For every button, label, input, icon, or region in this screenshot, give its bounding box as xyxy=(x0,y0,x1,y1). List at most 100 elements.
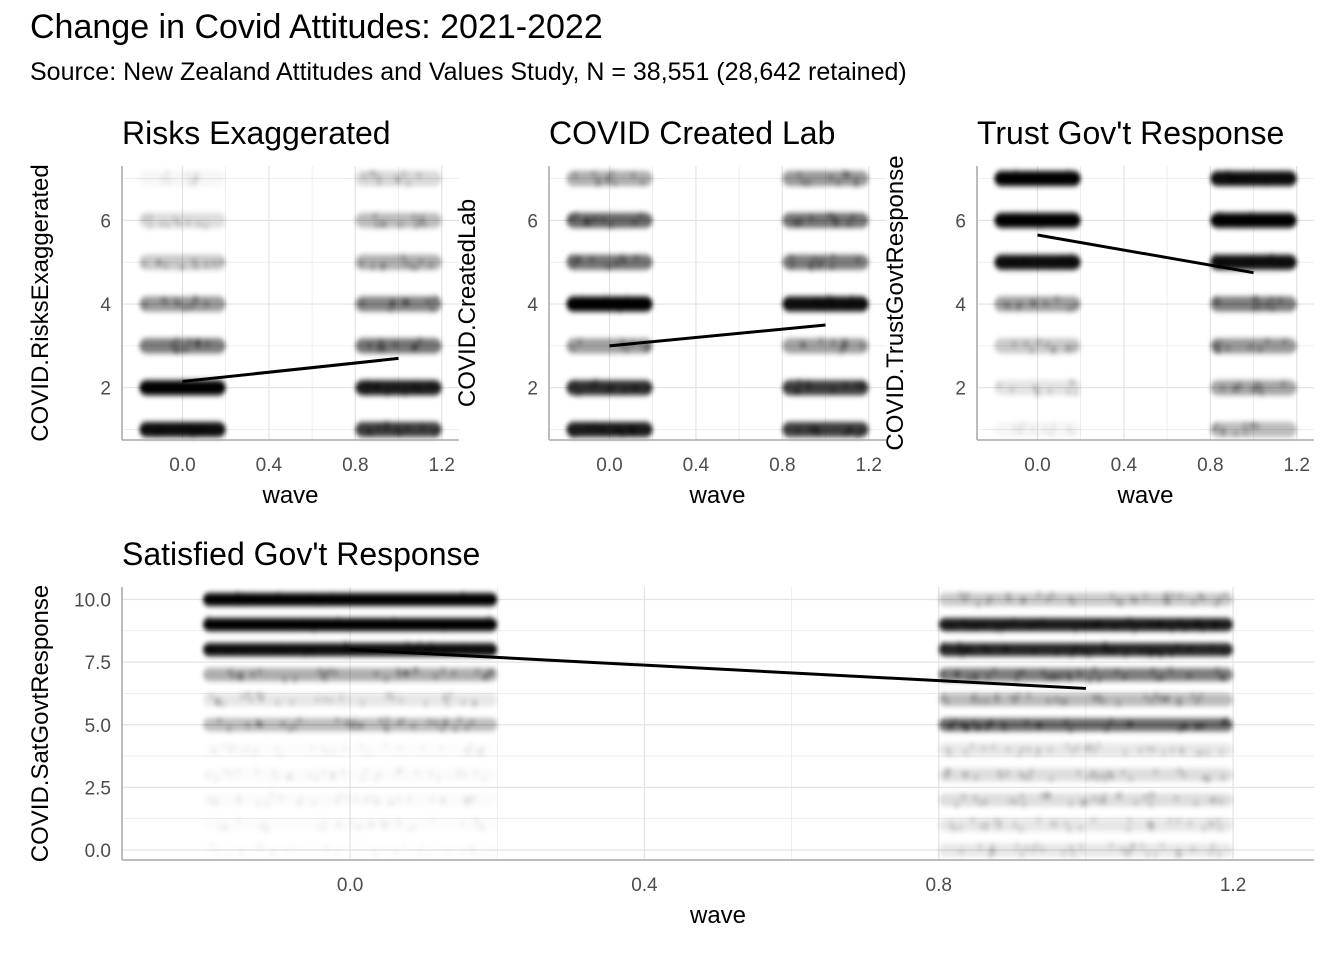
jitter-point xyxy=(1095,693,1102,700)
jitter-point xyxy=(633,254,640,261)
jitter-point xyxy=(1147,651,1154,658)
jitter-point xyxy=(1264,337,1271,344)
jitter-point xyxy=(841,337,848,345)
point-band-wave0-level-4 xyxy=(203,741,497,757)
jitter-point xyxy=(397,745,403,751)
jitter-point xyxy=(592,378,600,385)
jitter-point xyxy=(334,716,341,724)
jitter-point xyxy=(329,773,336,781)
jitter-point xyxy=(807,262,814,269)
jitter-point xyxy=(215,850,221,856)
jitter-point xyxy=(381,724,389,731)
jitter-point xyxy=(999,720,1007,728)
point-cluster xyxy=(782,338,869,354)
jitter-point xyxy=(141,301,149,308)
jitter-point xyxy=(1065,345,1072,352)
jitter-point xyxy=(432,620,440,627)
jitter-point xyxy=(331,748,337,754)
jitter-point xyxy=(416,172,423,179)
jitter-point xyxy=(1109,592,1116,600)
jitter-point xyxy=(160,175,167,183)
jitter-point xyxy=(337,694,345,702)
jitter-point xyxy=(211,260,218,267)
point-band-wave1-level-7 xyxy=(355,169,442,187)
point-band-wave1-level-1 xyxy=(938,816,1234,833)
jitter-point xyxy=(287,773,295,781)
jitter-point xyxy=(277,618,285,625)
jitter-point xyxy=(993,692,1000,699)
jitter-point xyxy=(1210,796,1218,803)
jitter-point xyxy=(1192,800,1200,807)
jitter-point xyxy=(327,697,335,704)
jitter-point xyxy=(188,303,195,310)
jitter-point xyxy=(571,261,578,268)
jitter-point xyxy=(291,724,298,731)
jitter-point xyxy=(395,797,402,804)
jitter-point xyxy=(826,211,833,218)
jitter-point xyxy=(263,801,271,808)
jitter-point xyxy=(376,619,383,627)
jitter-point xyxy=(599,305,606,312)
jitter-point xyxy=(1077,825,1084,832)
jitter-point xyxy=(1016,750,1023,757)
point-cluster xyxy=(355,254,442,270)
jitter-point xyxy=(193,174,200,182)
jitter-point xyxy=(997,773,1005,780)
jitter-point xyxy=(206,797,213,804)
jitter-point xyxy=(165,177,172,184)
jitter-point xyxy=(830,339,837,347)
jitter-point xyxy=(1016,301,1023,309)
jitter-point xyxy=(1028,347,1036,354)
jitter-point xyxy=(377,338,384,345)
jitter-point xyxy=(488,624,495,631)
jitter-point xyxy=(306,772,314,780)
jitter-point xyxy=(242,592,249,599)
jitter-point xyxy=(983,697,990,705)
jitter-point xyxy=(381,221,388,228)
jitter-point xyxy=(162,262,169,269)
jitter-point xyxy=(1079,800,1087,808)
jitter-point xyxy=(1126,817,1133,824)
point-cluster xyxy=(1210,254,1297,270)
jitter-point xyxy=(310,799,318,807)
jitter-point xyxy=(182,305,189,312)
point-band-wave0-level-2 xyxy=(139,380,226,396)
jitter-point xyxy=(1035,591,1042,598)
jitter-point xyxy=(1162,696,1170,703)
jitter-point xyxy=(342,746,348,752)
jitter-point xyxy=(794,388,801,395)
jitter-point xyxy=(1212,619,1219,626)
jitter-point xyxy=(387,306,394,313)
jitter-point xyxy=(977,800,985,807)
jitter-point xyxy=(335,822,341,828)
jitter-point xyxy=(221,823,227,829)
trend-line xyxy=(350,648,1086,690)
jitter-point xyxy=(146,214,154,221)
jitter-point xyxy=(808,214,815,222)
jitter-point xyxy=(1127,775,1134,782)
jitter-point xyxy=(600,216,607,223)
jitter-point xyxy=(268,791,276,798)
jitter-point xyxy=(1194,620,1201,628)
jitter-point xyxy=(1011,340,1018,348)
jitter-point xyxy=(1066,305,1073,313)
x-tick-label: 0.0 xyxy=(1024,455,1050,476)
jitter-point xyxy=(1194,698,1201,705)
jitter-point xyxy=(321,818,327,824)
jitter-point xyxy=(243,691,250,699)
jitter-point xyxy=(1013,676,1020,683)
jitter-point xyxy=(853,381,860,388)
jitter-point xyxy=(288,699,296,706)
jitter-point xyxy=(995,382,1003,389)
jitter-point xyxy=(1121,673,1128,681)
jitter-point xyxy=(264,827,270,833)
jitter-point xyxy=(592,421,599,429)
jitter-point xyxy=(957,591,965,598)
point-band-wave0-level-7 xyxy=(202,666,498,684)
jitter-point xyxy=(421,594,429,602)
jitter-point xyxy=(1091,747,1098,754)
jitter-point xyxy=(946,750,953,757)
jitter-point xyxy=(220,742,226,748)
jitter-point xyxy=(1050,673,1058,680)
jitter-point xyxy=(444,848,450,854)
